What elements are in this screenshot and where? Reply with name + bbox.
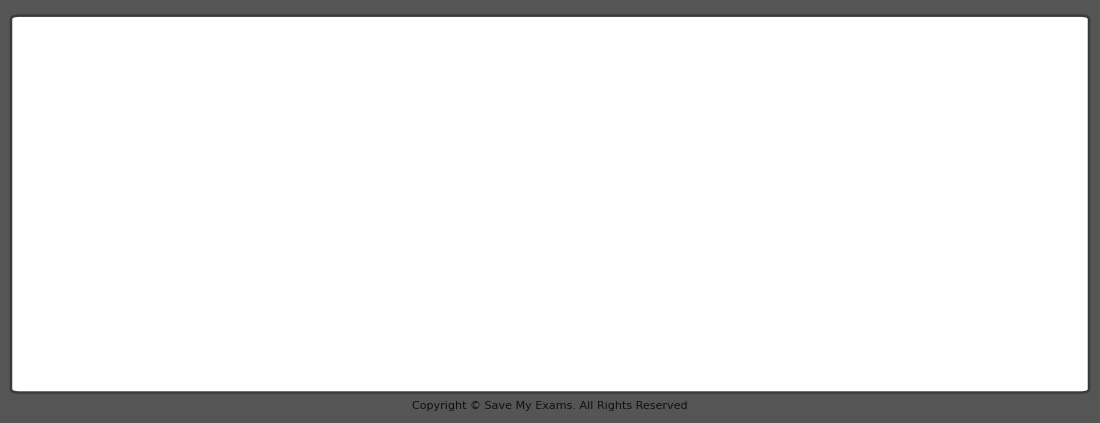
Text: −: − (330, 257, 342, 271)
Text: 2+: 2+ (176, 254, 194, 267)
Text: Zn (s): Zn (s) (476, 333, 535, 352)
Text: Cu: Cu (142, 268, 168, 287)
Text: = -0.76 V: = -0.76 V (722, 333, 817, 352)
Text: Zn: Zn (142, 333, 168, 352)
Text: = +0.34 V: = +0.34 V (722, 268, 827, 287)
Text: (aq) + 2e: (aq) + 2e (201, 333, 297, 352)
Text: Calculate the standard cell potential for the electrochemical cell below and: Calculate the standard cell potential fo… (142, 53, 900, 72)
Text: (aq) + 2e: (aq) + 2e (201, 268, 297, 287)
Text: ⇌: ⇌ (406, 265, 429, 291)
Text: −: − (330, 322, 342, 336)
Text: The half-equations are as follows:: The half-equations are as follows: (142, 201, 481, 220)
Text: /Cu half-cell is the positive pole.: /Cu half-cell is the positive pole. (343, 129, 666, 148)
Text: 2+: 2+ (176, 319, 194, 332)
Text: ●: ● (77, 154, 94, 173)
Text: ⊚: ⊚ (698, 320, 710, 333)
Text: ?: ? (66, 51, 104, 117)
Text: Copyright © Save My Exams. All Rights Reserved: Copyright © Save My Exams. All Rights Re… (412, 401, 688, 411)
Text: SME: SME (443, 32, 869, 382)
Text: 2+: 2+ (326, 115, 343, 129)
Text: E: E (678, 268, 690, 287)
Text: ⇌: ⇌ (406, 330, 429, 356)
Text: explain why the Cu: explain why the Cu (142, 129, 336, 148)
Text: Cu (s): Cu (s) (476, 268, 536, 287)
Text: ⊚: ⊚ (698, 255, 710, 268)
Text: E: E (678, 333, 690, 352)
